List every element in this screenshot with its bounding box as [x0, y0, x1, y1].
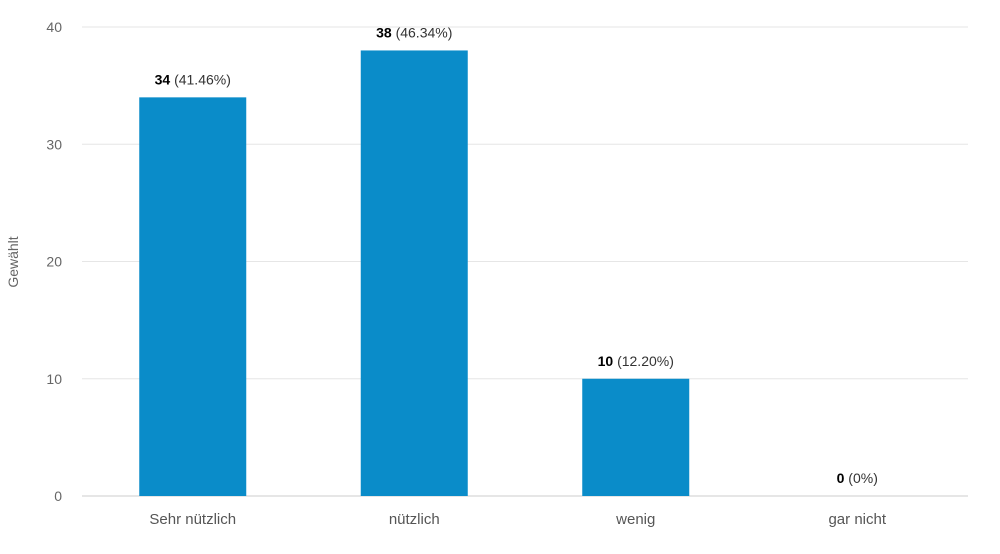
- data-label: 34 (41.46%): [155, 71, 231, 87]
- y-tick-label: 20: [46, 254, 62, 270]
- bar: [360, 50, 468, 496]
- x-category-labels: Sehr nützlich nützlich wenig gar nicht: [149, 511, 886, 528]
- y-tick-label: 40: [46, 19, 62, 35]
- y-tick-label: 0: [54, 488, 62, 504]
- data-label: 10 (12.20%): [598, 353, 674, 369]
- data-label: 0 (0%): [837, 470, 878, 486]
- x-category-label: nützlich: [389, 511, 440, 528]
- y-tick-label: 10: [46, 371, 62, 387]
- y-tick-label: 30: [46, 136, 62, 152]
- x-category-label: wenig: [615, 511, 655, 528]
- data-labels: 34 (41.46%) 38 (46.34%) 10 (12.20%) 0 (0%): [155, 24, 878, 486]
- x-category-label: gar nicht: [828, 511, 886, 528]
- data-label: 38 (46.34%): [376, 24, 452, 40]
- x-category-label: Sehr nützlich: [149, 511, 236, 528]
- y-tick-labels: 0 10 20 30 40: [46, 19, 62, 504]
- bars: [139, 50, 690, 496]
- bar: [582, 378, 690, 496]
- bar: [139, 97, 247, 496]
- y-axis-label: Gewählt: [5, 236, 21, 287]
